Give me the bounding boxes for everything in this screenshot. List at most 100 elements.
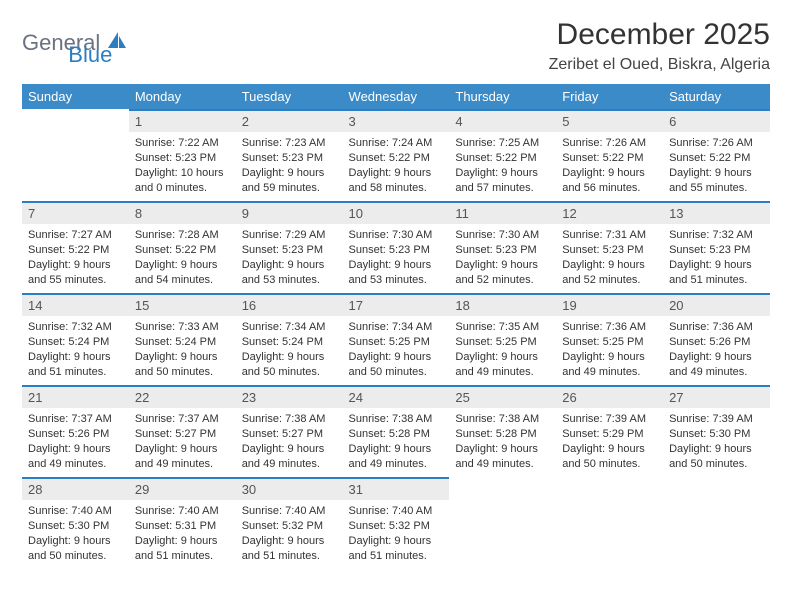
calendar-cell: 19Sunrise: 7:36 AMSunset: 5:25 PMDayligh… [556, 293, 663, 385]
sunrise-text: Sunrise: 7:37 AM [135, 412, 230, 427]
day-number: 26 [556, 385, 663, 408]
calendar-cell: 2Sunrise: 7:23 AMSunset: 5:23 PMDaylight… [236, 109, 343, 201]
sunset-text: Sunset: 5:23 PM [135, 151, 230, 166]
calendar-cell: 17Sunrise: 7:34 AMSunset: 5:25 PMDayligh… [343, 293, 450, 385]
daylight-text: Daylight: 9 hours and 57 minutes. [455, 166, 550, 196]
day-number: 14 [22, 293, 129, 316]
calendar-cell: 9Sunrise: 7:29 AMSunset: 5:23 PMDaylight… [236, 201, 343, 293]
sunrise-text: Sunrise: 7:31 AM [562, 228, 657, 243]
daylight-text: Daylight: 9 hours and 49 minutes. [562, 350, 657, 380]
day-number: 20 [663, 293, 770, 316]
sunset-text: Sunset: 5:23 PM [669, 243, 764, 258]
sunrise-text: Sunrise: 7:28 AM [135, 228, 230, 243]
sunset-text: Sunset: 5:27 PM [135, 427, 230, 442]
day-number: 5 [556, 109, 663, 132]
day-number: 19 [556, 293, 663, 316]
calendar-cell: 22 Sunrise: 7:37 AMSunset: 5:27 PMDayligh… [129, 385, 236, 477]
sunrise-text: Sunrise: 7:26 AM [669, 136, 764, 151]
calendar-cell: 30Sunrise: 7:40 AMSunset: 5:32 PMDayligh… [236, 477, 343, 569]
calendar-cell: 24Sunrise: 7:38 AMSunset: 5:28 PMDayligh… [343, 385, 450, 477]
sunset-text: Sunset: 5:23 PM [455, 243, 550, 258]
daylight-text: Daylight: 9 hours and 56 minutes. [562, 166, 657, 196]
day-number: 12 [556, 201, 663, 224]
daylight-text: Daylight: 9 hours and 49 minutes. [669, 350, 764, 380]
daylight-text: Daylight: 9 hours and 52 minutes. [455, 258, 550, 288]
sunrise-text: Sunrise: 7:40 AM [242, 504, 337, 519]
daylight-text: Daylight: 9 hours and 51 minutes. [242, 534, 337, 564]
sunset-text: Sunset: 5:31 PM [135, 519, 230, 534]
calendar-cell [663, 477, 770, 569]
calendar-cell: 8Sunrise: 7:28 AMSunset: 5:22 PMDaylight… [129, 201, 236, 293]
sunset-text: Sunset: 5:24 PM [135, 335, 230, 350]
day-number: 11 [449, 201, 556, 224]
sunset-text: Sunset: 5:29 PM [562, 427, 657, 442]
daylight-text: Daylight: 9 hours and 50 minutes. [669, 442, 764, 472]
sunset-text: Sunset: 5:32 PM [242, 519, 337, 534]
daylight-text: Daylight: 9 hours and 53 minutes. [242, 258, 337, 288]
daylight-text: Daylight: 9 hours and 53 minutes. [349, 258, 444, 288]
sunrise-text: Sunrise: 7:32 AM [28, 320, 123, 335]
calendar-cell: 14Sunrise: 7:32 AMSunset: 5:24 PMDayligh… [22, 293, 129, 385]
calendar-row: 21Sunrise: 7:37 AMSunset: 5:26 PMDayligh… [22, 385, 770, 477]
calendar-cell [556, 477, 663, 569]
daylight-text: Daylight: 9 hours and 50 minutes. [242, 350, 337, 380]
daylight-text: Daylight: 9 hours and 50 minutes. [562, 442, 657, 472]
daylight-text: Daylight: 9 hours and 59 minutes. [242, 166, 337, 196]
day-number: 7 [22, 201, 129, 224]
day-number: 23 [236, 385, 343, 408]
sunset-text: Sunset: 5:24 PM [242, 335, 337, 350]
daylight-text: Daylight: 9 hours and 49 minutes. [455, 442, 550, 472]
sunset-text: Sunset: 5:28 PM [349, 427, 444, 442]
sunset-text: Sunset: 5:25 PM [349, 335, 444, 350]
weekday-header: Thursday [449, 84, 556, 109]
calendar-cell: 7Sunrise: 7:27 AMSunset: 5:22 PMDaylight… [22, 201, 129, 293]
daylight-text: Daylight: 9 hours and 49 minutes. [135, 442, 230, 472]
sunset-text: Sunset: 5:25 PM [455, 335, 550, 350]
sunset-text: Sunset: 5:22 PM [349, 151, 444, 166]
calendar-cell: 11Sunrise: 7:30 AMSunset: 5:23 PMDayligh… [449, 201, 556, 293]
sunset-text: Sunset: 5:26 PM [28, 427, 123, 442]
calendar-cell: 21 Sunrise: 7:37 AMSunset: 5:26 PMDayligh… [22, 385, 129, 477]
day-number: 1 [129, 109, 236, 132]
logo-text-blue: Blue [68, 42, 112, 68]
calendar-cell: 23Sunrise: 7:38 AMSunset: 5:27 PMDayligh… [236, 385, 343, 477]
daylight-text: Daylight: 10 hours and 0 minutes. [135, 166, 230, 196]
daylight-text: Daylight: 9 hours and 51 minutes. [28, 350, 123, 380]
calendar-cell: 10Sunrise: 7:30 AMSunset: 5:23 PMDayligh… [343, 201, 450, 293]
sunrise-text: Sunrise: 7:38 AM [455, 412, 550, 427]
sunrise-text: Sunrise: 7:32 AM [669, 228, 764, 243]
daylight-text: Daylight: 9 hours and 49 minutes. [349, 442, 444, 472]
sunrise-text: Sunrise: 7:38 AM [349, 412, 444, 427]
day-number: 16 [236, 293, 343, 316]
calendar-cell: 12Sunrise: 7:31 AMSunset: 5:23 PMDayligh… [556, 201, 663, 293]
calendar-cell [22, 109, 129, 201]
calendar-cell: 29Sunrise: 7:40 AMSunset: 5:31 PMDayligh… [129, 477, 236, 569]
calendar-cell: 20Sunrise: 7:36 AMSunset: 5:26 PMDayligh… [663, 293, 770, 385]
month-title: December 2025 [549, 18, 770, 52]
sunset-text: Sunset: 5:30 PM [28, 519, 123, 534]
sunrise-text: Sunrise: 7:26 AM [562, 136, 657, 151]
day-number: 21 [22, 385, 129, 408]
sunrise-text: Sunrise: 7:29 AM [242, 228, 337, 243]
sunrise-text: Sunrise: 7:27 AM [28, 228, 123, 243]
sunset-text: Sunset: 5:23 PM [242, 243, 337, 258]
day-number: 22 [129, 385, 236, 408]
sunset-text: Sunset: 5:22 PM [455, 151, 550, 166]
logo: General Blue [22, 18, 112, 68]
day-number: 25 [449, 385, 556, 408]
calendar-cell: 15Sunrise: 7:33 AMSunset: 5:24 PMDayligh… [129, 293, 236, 385]
calendar-row: 14Sunrise: 7:32 AMSunset: 5:24 PMDayligh… [22, 293, 770, 385]
sunrise-text: Sunrise: 7:37 AM [28, 412, 123, 427]
weekday-header: Friday [556, 84, 663, 109]
day-number: 18 [449, 293, 556, 316]
calendar-cell [449, 477, 556, 569]
sunrise-text: Sunrise: 7:40 AM [349, 504, 444, 519]
header-row: General Blue December 2025 Zeribet el Ou… [22, 18, 770, 74]
sunrise-text: Sunrise: 7:24 AM [349, 136, 444, 151]
title-block: December 2025 Zeribet el Oued, Biskra, A… [549, 18, 770, 74]
daylight-text: Daylight: 9 hours and 49 minutes. [28, 442, 123, 472]
calendar-cell: 18Sunrise: 7:35 AMSunset: 5:25 PMDayligh… [449, 293, 556, 385]
sunrise-text: Sunrise: 7:36 AM [562, 320, 657, 335]
day-number: 2 [236, 109, 343, 132]
sunset-text: Sunset: 5:23 PM [242, 151, 337, 166]
